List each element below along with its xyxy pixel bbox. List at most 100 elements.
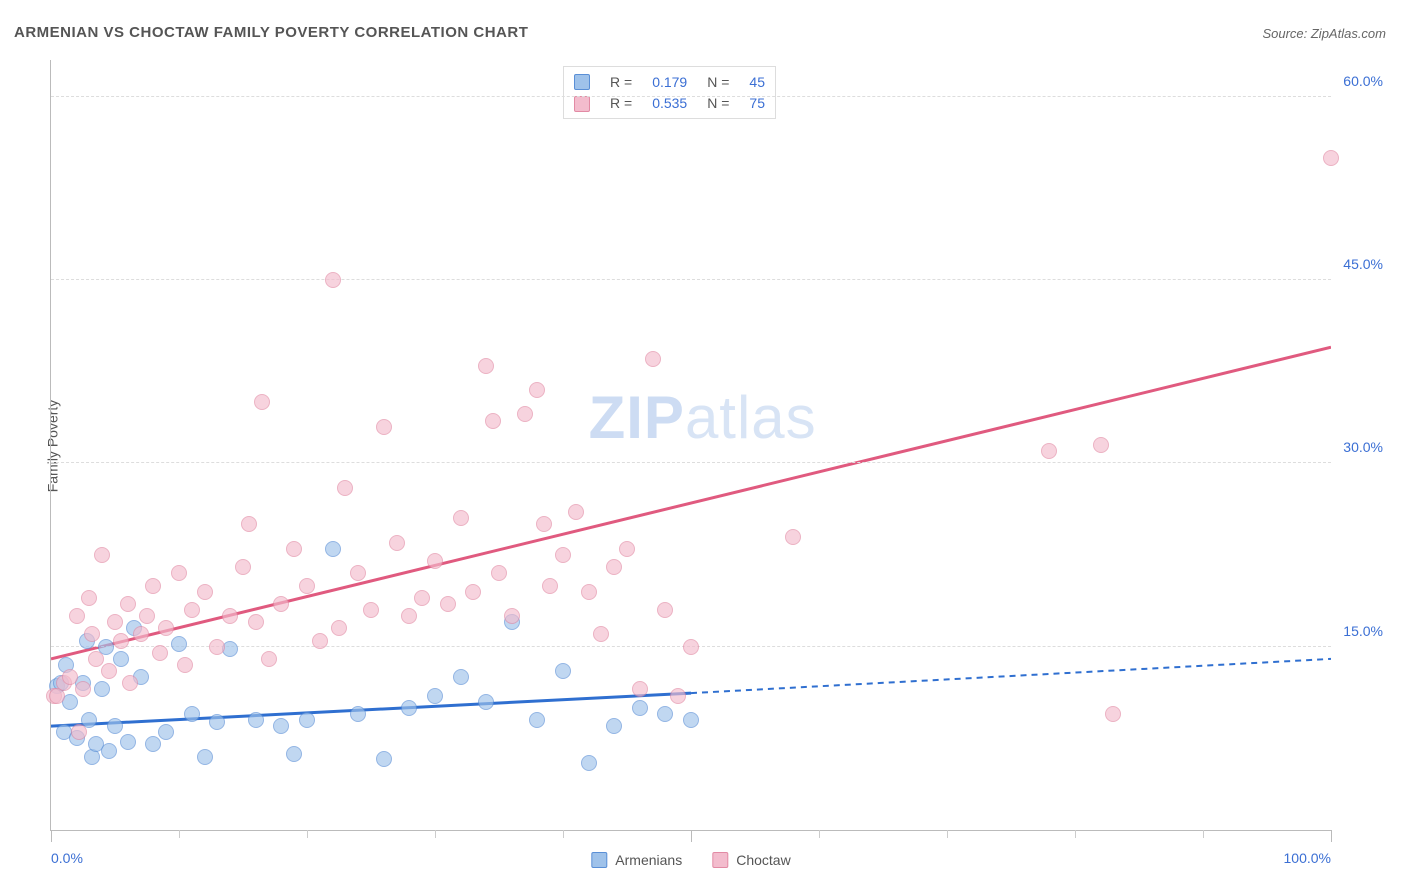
scatter-point [222, 608, 238, 624]
scatter-point [62, 669, 78, 685]
scatter-point [542, 578, 558, 594]
x-tick-label: 100.0% [1284, 850, 1331, 866]
scatter-point [478, 694, 494, 710]
scatter-point [453, 669, 469, 685]
scatter-point [581, 755, 597, 771]
scatter-point [81, 590, 97, 606]
scatter-point [414, 590, 430, 606]
scatter-point [94, 681, 110, 697]
scatter-point [69, 608, 85, 624]
scatter-point [107, 614, 123, 630]
scatter-point [261, 651, 277, 667]
x-tick-major [1331, 830, 1332, 842]
scatter-point [325, 272, 341, 288]
scatter-point [120, 596, 136, 612]
scatter-point [1323, 150, 1339, 166]
scatter-point [94, 547, 110, 563]
scatter-point [670, 688, 686, 704]
y-tick-label: 45.0% [1343, 256, 1383, 272]
scatter-point [101, 663, 117, 679]
scatter-point [632, 681, 648, 697]
scatter-point [184, 706, 200, 722]
scatter-point [376, 751, 392, 767]
y-tick-label: 60.0% [1343, 73, 1383, 89]
scatter-point [568, 504, 584, 520]
scatter-point [254, 394, 270, 410]
scatter-point [158, 724, 174, 740]
scatter-point [107, 718, 123, 734]
scatter-point [241, 516, 257, 532]
scatter-point [273, 718, 289, 734]
legend-bottom: Armenians Choctaw [591, 852, 790, 868]
legend-label-armenians: Armenians [615, 852, 682, 868]
gridline [51, 96, 1331, 97]
legend-swatch-armenians [591, 852, 607, 868]
gridline [51, 279, 1331, 280]
scatter-point [593, 626, 609, 642]
scatter-point [606, 718, 622, 734]
x-tick-minor [1075, 830, 1076, 838]
scatter-point [350, 565, 366, 581]
scatter-point [177, 657, 193, 673]
scatter-point [152, 645, 168, 661]
gridline [51, 462, 1331, 463]
scatter-point [286, 541, 302, 557]
source-label: Source: [1262, 26, 1310, 41]
x-tick-label: 0.0% [51, 850, 83, 866]
scatter-point [325, 541, 341, 557]
legend-item-armenians: Armenians [591, 852, 682, 868]
scatter-point [683, 712, 699, 728]
scatter-point [248, 614, 264, 630]
scatter-point [235, 559, 251, 575]
scatter-point [273, 596, 289, 612]
legend-item-choctaw: Choctaw [712, 852, 790, 868]
scatter-point [145, 736, 161, 752]
x-tick-minor [1203, 830, 1204, 838]
x-tick-major [691, 830, 692, 842]
scatter-point [555, 663, 571, 679]
watermark-zip: ZIP [589, 384, 685, 451]
scatter-point [376, 419, 392, 435]
scatter-point [286, 746, 302, 762]
legend-label-choctaw: Choctaw [736, 852, 790, 868]
scatter-point [145, 578, 161, 594]
scatter-point [139, 608, 155, 624]
scatter-point [120, 734, 136, 750]
scatter-point [171, 565, 187, 581]
watermark: ZIPatlas [589, 383, 817, 452]
x-tick-minor [563, 830, 564, 838]
scatter-point [683, 639, 699, 655]
scatter-point [401, 608, 417, 624]
r-label: R = [600, 71, 642, 92]
scatter-point [427, 688, 443, 704]
x-tick-minor [179, 830, 180, 838]
scatter-point [171, 636, 187, 652]
scatter-point [113, 633, 129, 649]
scatter-point [101, 743, 117, 759]
scatter-point [209, 639, 225, 655]
chart-title: ARMENIAN VS CHOCTAW FAMILY POVERTY CORRE… [14, 24, 528, 41]
scatter-point [517, 406, 533, 422]
scatter-point [1041, 443, 1057, 459]
source-name: ZipAtlas.com [1311, 26, 1386, 41]
scatter-point [1093, 437, 1109, 453]
scatter-point [113, 651, 129, 667]
swatch-choctaw [574, 96, 590, 112]
swatch-armenians [574, 74, 590, 90]
scatter-point [491, 565, 507, 581]
scatter-point [88, 651, 104, 667]
scatter-point [453, 510, 469, 526]
scatter-plot: ZIPatlas R = 0.179 N = 45 R = 0.535 N = … [50, 60, 1331, 831]
n-label: N = [697, 71, 739, 92]
scatter-point [581, 584, 597, 600]
scatter-point [209, 714, 225, 730]
scatter-point [133, 626, 149, 642]
scatter-point [312, 633, 328, 649]
x-tick-minor [947, 830, 948, 838]
source-attribution: Source: ZipAtlas.com [1262, 26, 1386, 41]
scatter-point [427, 553, 443, 569]
scatter-point [645, 351, 661, 367]
scatter-point [785, 529, 801, 545]
scatter-point [619, 541, 635, 557]
scatter-point [657, 602, 673, 618]
